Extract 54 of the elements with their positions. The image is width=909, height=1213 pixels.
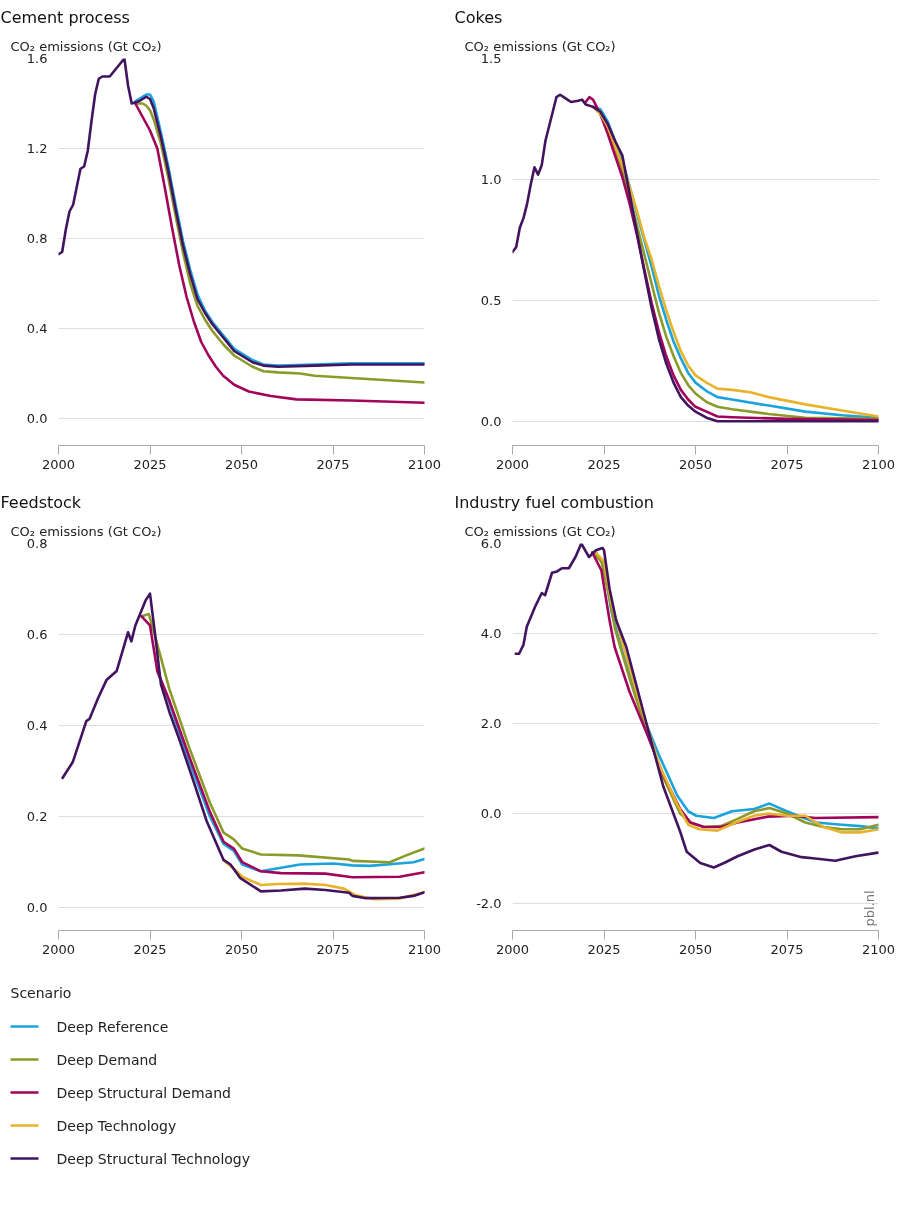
y-axis-title: CO₂ emissions (Gt CO₂) — [10, 38, 162, 54]
x-tick-label: 2050 — [224, 941, 259, 957]
legend-label: Deep Structural Technology — [56, 1150, 251, 1167]
x-tick-label: 2050 — [678, 456, 713, 472]
y-tick-label: 0.5 — [480, 292, 502, 308]
x-tick-label: 2025 — [587, 456, 621, 472]
y-tick-label: 0.6 — [26, 627, 48, 643]
y-tick-label: 4.0 — [480, 626, 502, 641]
x-tick-label: 2025 — [587, 941, 621, 957]
x-tick-label: 2000 — [495, 941, 530, 957]
x-tick-label: 2100 — [861, 456, 896, 472]
y-tick-label: 6.0 — [480, 536, 502, 551]
x-tick-label: 2025 — [133, 941, 167, 957]
y-tick-label: 0.4 — [26, 321, 48, 336]
y-tick-label: 1.0 — [480, 171, 502, 187]
x-tick-label: 2025 — [133, 456, 167, 472]
y-tick-label: 2.0 — [480, 716, 502, 731]
legend-label: Deep Reference — [56, 1018, 169, 1035]
x-tick-label: 2050 — [224, 456, 259, 472]
legend-label: Deep Structural Demand — [56, 1084, 231, 1101]
x-tick-label: 2100 — [407, 941, 442, 957]
y-axis-title: CO₂ emissions (Gt CO₂) — [464, 523, 616, 539]
x-tick-label: 2050 — [678, 941, 713, 957]
y-axis-title: CO₂ emissions (Gt CO₂) — [10, 523, 162, 539]
y-tick-label: 0.0 — [480, 806, 502, 821]
y-tick-label: -2.0 — [476, 896, 502, 911]
chart-title: Cement process — [0, 7, 130, 27]
x-tick-label: 2100 — [407, 456, 442, 472]
y-tick-label: 0.4 — [26, 718, 48, 734]
y-tick-label: 0.0 — [480, 413, 502, 429]
y-tick-label: 0.0 — [26, 411, 48, 426]
legend-title: Scenario — [10, 984, 72, 1001]
x-tick-label: 2075 — [316, 456, 350, 472]
legend-label: Deep Demand — [56, 1051, 158, 1068]
y-tick-label: 0.8 — [26, 536, 48, 551]
x-tick-label: 2100 — [861, 941, 896, 957]
chart-title: Feedstock — [0, 492, 82, 512]
chart-title: Industry fuel combustion — [454, 492, 654, 512]
x-tick-label: 2000 — [41, 941, 76, 957]
x-tick-label: 2000 — [41, 456, 76, 472]
x-tick-label: 2075 — [770, 456, 804, 472]
chart-title: Cokes — [454, 7, 503, 27]
annotation: pbl.nl — [861, 890, 877, 927]
y-tick-label: 0.8 — [26, 231, 48, 246]
legend-label: Deep Technology — [56, 1117, 177, 1134]
x-tick-label: 2075 — [316, 941, 350, 957]
y-tick-label: 0.0 — [26, 900, 48, 916]
y-tick-label: 0.2 — [26, 809, 48, 825]
y-tick-label: 1.2 — [26, 141, 48, 156]
x-tick-label: 2000 — [495, 456, 530, 472]
y-tick-label: 1.6 — [26, 51, 48, 66]
y-axis-title: CO₂ emissions (Gt CO₂) — [464, 38, 616, 54]
x-tick-label: 2075 — [770, 941, 804, 957]
y-tick-label: 1.5 — [480, 51, 502, 66]
